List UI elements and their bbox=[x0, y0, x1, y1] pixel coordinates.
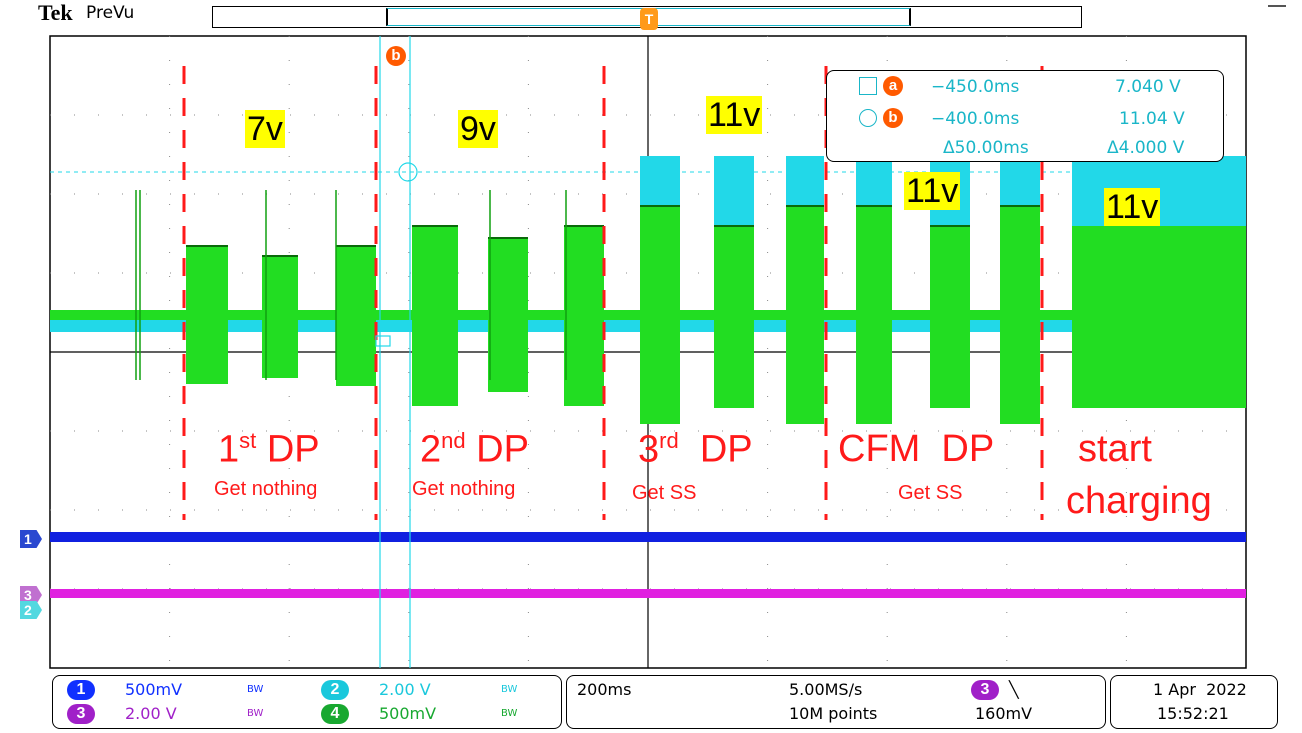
date-label: 1 Apr 2022 bbox=[1153, 680, 1247, 699]
menu-dash-icon bbox=[1268, 5, 1286, 7]
start-charging-line1: start bbox=[1078, 428, 1152, 470]
dp2-label: 2nd DP bbox=[420, 428, 529, 471]
cyan-pulse-top bbox=[786, 156, 824, 210]
voltage-label-9v: 9v bbox=[458, 110, 498, 148]
cyan-pulse-top bbox=[856, 156, 892, 210]
tek-logo: Tek bbox=[38, 0, 73, 25]
trigger-slope-icon[interactable]: ╲ bbox=[1009, 680, 1019, 699]
cursor-b-crosshair bbox=[398, 162, 418, 182]
cursor-readout-panel: a −450.0ms 7.040 V b −400.0ms 11.04 V Δ5… bbox=[826, 70, 1224, 162]
green-pulse bbox=[488, 238, 528, 392]
voltage-label-7v: 7v bbox=[245, 110, 285, 148]
ch4-scale[interactable]: 500mV bbox=[379, 704, 437, 723]
ch3-bw: BW bbox=[247, 708, 264, 719]
ch3-chip[interactable]: 3 bbox=[67, 704, 95, 724]
ch3-trace bbox=[50, 589, 1246, 598]
green-pulse bbox=[786, 206, 824, 424]
cursor-b-circle-icon bbox=[859, 109, 877, 127]
cyan-pulse-top bbox=[640, 156, 680, 210]
cfm-dp-sublabel: Get SS bbox=[898, 482, 963, 504]
ch2-position-marker[interactable]: 2 bbox=[20, 601, 42, 619]
cursor-a-time: −450.0ms bbox=[931, 77, 1020, 97]
cursor-a-value: 7.040 V bbox=[1115, 77, 1181, 97]
ch2-scale[interactable]: 2.00 V bbox=[379, 680, 431, 699]
trigger-position-marker[interactable]: T bbox=[640, 8, 658, 30]
prevu-label: PreVu bbox=[86, 3, 135, 23]
trigger-level[interactable]: 160mV bbox=[975, 704, 1033, 723]
cursor-b-symbol: b bbox=[883, 108, 903, 128]
green-pulse bbox=[640, 206, 680, 424]
ch4-bw: BW bbox=[501, 708, 518, 719]
ch4-chip[interactable]: 4 bbox=[321, 704, 349, 724]
cursor-delta-time: Δ50.00ms bbox=[943, 138, 1029, 158]
datetime-panel: 1 Apr 2022 15:52:21 bbox=[1110, 675, 1278, 729]
green-pulse bbox=[564, 226, 604, 406]
cfm-dp-label: CFM DP bbox=[838, 428, 995, 470]
time-label: 15:52:21 bbox=[1157, 704, 1229, 723]
cursor-delta-value: Δ4.000 V bbox=[1107, 138, 1185, 158]
green-pulse bbox=[262, 256, 298, 378]
ch1-bw: BW bbox=[247, 684, 264, 695]
ch1-position-marker[interactable]: 1 bbox=[20, 530, 42, 548]
time-per-div[interactable]: 200ms bbox=[577, 680, 632, 699]
sample-rate: 5.00MS/s bbox=[789, 680, 863, 699]
dp1-sublabel: Get nothing bbox=[214, 478, 318, 500]
ch1-trace bbox=[50, 532, 1246, 542]
voltage-label-11v-b: 11v bbox=[904, 172, 961, 210]
cursor-b-marker[interactable]: b bbox=[386, 46, 406, 66]
dp1-label: 1st DP bbox=[218, 428, 320, 471]
voltage-label-11v-c: 11v bbox=[1104, 188, 1161, 226]
green-pulse bbox=[930, 226, 970, 408]
voltage-label-11v-a: 11v bbox=[706, 96, 763, 134]
start-charging-line2: charging bbox=[1066, 480, 1212, 522]
green-pulse bbox=[1000, 206, 1040, 424]
ch1-chip[interactable]: 1 bbox=[67, 680, 95, 700]
cyan-pulse-top bbox=[1000, 156, 1040, 210]
green-pulse bbox=[856, 206, 892, 424]
dp2-sublabel: Get nothing bbox=[412, 478, 516, 500]
green-charging-block bbox=[1072, 226, 1246, 408]
record-length: 10M points bbox=[789, 704, 878, 723]
cursor-a-square bbox=[375, 335, 391, 347]
vertical-settings-panel[interactable]: 1 500mV BW 2 2.00 V BW 3 2.00 V BW 4 500… bbox=[52, 675, 562, 729]
ch1-scale[interactable]: 500mV bbox=[125, 680, 183, 699]
cyan-pulse-top bbox=[714, 156, 754, 230]
cursor-a-symbol: a bbox=[883, 76, 903, 96]
ch3-position-marker[interactable]: 3 bbox=[20, 586, 42, 604]
dp3-sublabel: Get SS bbox=[632, 482, 697, 504]
green-pulse bbox=[412, 226, 458, 406]
cursor-b-time: −400.0ms bbox=[931, 109, 1020, 129]
trigger-source-chip[interactable]: 3 bbox=[971, 680, 999, 700]
green-pulse bbox=[186, 246, 228, 384]
ch2-chip[interactable]: 2 bbox=[321, 680, 349, 700]
ch3-scale[interactable]: 2.00 V bbox=[125, 704, 177, 723]
ch2-bw: BW bbox=[501, 684, 518, 695]
horizontal-trigger-panel[interactable]: 200ms 5.00MS/s 10M points 3 ╲ 160mV bbox=[566, 675, 1106, 729]
green-pulse bbox=[714, 226, 754, 408]
dp3-label: 3rd DP bbox=[638, 428, 753, 471]
green-pulse bbox=[336, 246, 376, 386]
cursor-b-value: 11.04 V bbox=[1119, 109, 1185, 129]
cursor-a-square-icon bbox=[859, 77, 877, 95]
cursor-lines bbox=[375, 36, 418, 668]
